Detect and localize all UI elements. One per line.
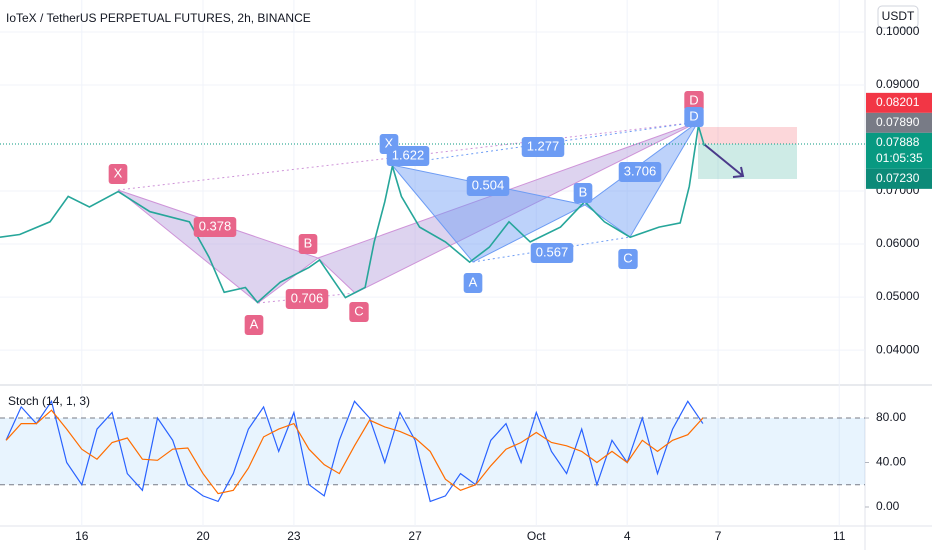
- pattern-label: 0.567: [536, 244, 569, 259]
- y-tick-label: 0.10000: [876, 24, 920, 38]
- x-tick-label: 20: [196, 529, 210, 543]
- price-label-bg: [866, 92, 932, 113]
- y-tick-label: 0.00: [876, 499, 900, 513]
- pattern-label: D: [689, 108, 698, 123]
- chart-title: IoTeX / TetherUS PERPETUAL FUTURES, 2h, …: [6, 11, 311, 25]
- pattern-label-bg: [349, 302, 369, 322]
- price-label-bg: [866, 132, 932, 169]
- x-tick-label: 27: [408, 529, 422, 543]
- pattern-label-bg: [530, 243, 574, 263]
- price-label: 0.08201: [876, 95, 920, 109]
- y-tick-label: 0.06000: [876, 236, 920, 250]
- pattern-label-bg: [193, 217, 237, 237]
- pattern-label: A: [250, 316, 259, 331]
- x-tick-label: Oct: [527, 529, 546, 543]
- stoch-line: [5, 409, 704, 495]
- pattern-dotted: [257, 292, 356, 304]
- pattern-label: A: [469, 274, 478, 289]
- pattern-label-bg: [618, 249, 638, 269]
- pattern-label: 1.277: [527, 138, 560, 153]
- pattern-label: B: [304, 235, 313, 250]
- pattern-label: B: [579, 184, 588, 199]
- pattern-label-bg: [466, 176, 510, 196]
- pattern-label: 0.706: [291, 290, 324, 305]
- y-tick-label: 0.04000: [876, 342, 920, 356]
- pattern-label: 0.504: [472, 177, 505, 192]
- pattern-label: C: [354, 303, 363, 318]
- pattern-label: 0.378: [199, 218, 232, 233]
- pattern-label-bg: [386, 146, 430, 166]
- pattern-label-bg: [521, 137, 565, 157]
- stoch-line: [5, 399, 704, 503]
- pattern-label-bg: [573, 183, 593, 203]
- pattern-label-bg: [684, 91, 704, 111]
- pattern-label-bg: [618, 162, 662, 182]
- price-line: [0, 125, 706, 304]
- price-label: 0.07890: [876, 115, 920, 129]
- pattern-label: X: [385, 135, 394, 150]
- pattern-label: 3.706: [624, 163, 657, 178]
- oscillator-title: Stoch (14, 1, 3): [8, 394, 90, 408]
- y-tick-label: 0.09000: [876, 77, 920, 91]
- y-tick-label: 80.00: [876, 410, 906, 424]
- x-tick-label: 4: [624, 529, 631, 543]
- x-tick-label: 23: [287, 529, 301, 543]
- y-tick-label: 0.05000: [876, 289, 920, 303]
- currency-box[interactable]: [877, 5, 919, 29]
- band-fill: [0, 418, 865, 485]
- pattern-dotted: [472, 236, 631, 263]
- pattern-label: X: [114, 165, 123, 180]
- countdown: 01:05:35: [876, 151, 923, 165]
- pattern-dotted: [391, 121, 699, 166]
- pattern-label-bg: [298, 234, 318, 254]
- price-label-bg: [866, 168, 932, 189]
- pattern-label-bg: [285, 289, 329, 309]
- price-label: 0.07230: [876, 171, 920, 185]
- currency[interactable]: USDT: [882, 9, 915, 23]
- pattern-label: D: [689, 92, 698, 107]
- pattern-label: C: [623, 250, 632, 265]
- pattern-label-bg: [463, 273, 483, 293]
- price-label: 0.07888: [876, 135, 920, 149]
- pattern-label-bg: [244, 315, 264, 335]
- x-tick-label: 16: [75, 529, 89, 543]
- pattern-label-bg: [108, 164, 128, 184]
- stop-zone: [698, 127, 797, 144]
- x-tick-label: 11: [833, 529, 846, 543]
- pattern-label-bg: [684, 107, 704, 127]
- target-zone: [698, 144, 797, 179]
- arrow: [704, 144, 745, 178]
- y-tick-label: 40.00: [876, 455, 906, 469]
- x-tick-label: 7: [715, 529, 722, 543]
- price-label-bg: [866, 112, 932, 133]
- pattern-label: 1.622: [392, 147, 425, 162]
